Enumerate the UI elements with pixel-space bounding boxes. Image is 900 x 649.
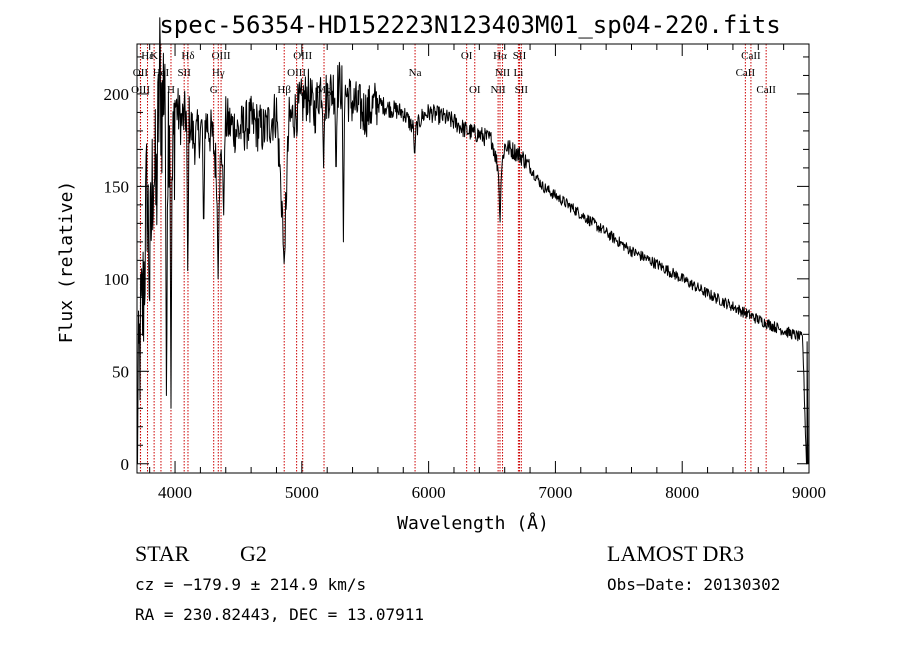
x-axis-ticks: 4000 5000 6000 7000 8000 9000 <box>149 44 826 502</box>
spectral-line-label: Hε <box>141 50 154 62</box>
x-tick-label: 8000 <box>665 483 699 502</box>
spectral-line-label: CaII <box>756 84 776 96</box>
y-tick-label: 200 <box>104 85 130 104</box>
spectral-line-label: Li <box>514 67 524 79</box>
object-class: STAR <box>135 541 190 566</box>
spectral-line-label: K <box>150 50 158 62</box>
object-subclass: G2 <box>240 541 267 566</box>
survey-name: LAMOST DR3 <box>607 541 744 566</box>
spectral-line-label: SII <box>513 50 527 62</box>
spectral-line-label: G <box>210 84 218 96</box>
spectral-line-label: CaII <box>741 50 761 62</box>
spectral-line-label: SII <box>515 84 529 96</box>
y-axis-ticks: 0 50 100 150 200 <box>104 56 809 474</box>
redshift-cz: cz = −179.9 ± 214.9 km/s <box>135 575 366 594</box>
y-tick-label: 100 <box>104 270 130 289</box>
observation-date: Obs−Date: 20130302 <box>607 575 780 594</box>
spectral-line-label: NII <box>495 67 511 79</box>
y-tick-label: 150 <box>104 177 130 196</box>
spectral-line-label: H <box>167 84 175 96</box>
x-axis-label: Wavelength (Å) <box>397 512 549 534</box>
spectral-line-label: Hδ <box>181 50 194 62</box>
x-tick-label: 6000 <box>412 483 446 502</box>
spectral-line-label: OI <box>469 84 481 96</box>
spectral-line-label: Na <box>409 67 422 79</box>
y-tick-label: 50 <box>112 362 129 381</box>
spectral-line-label: CaII <box>736 67 756 79</box>
x-tick-label: 9000 <box>792 483 826 502</box>
x-tick-label: 5000 <box>285 483 319 502</box>
spectral-line-label: NII <box>490 84 506 96</box>
spectral-line-label: OIII <box>287 67 306 79</box>
spectral-line-label: OIII <box>293 50 312 62</box>
y-axis-label: Flux (relative) <box>56 181 77 344</box>
spectral-line-markers: HδHγHβOIIOIIIHεHeIKHSIIOIIIGOIIIOIIIMgNa… <box>131 44 776 473</box>
plot-frame <box>136 43 810 474</box>
spectral-line-label: Hα <box>493 50 507 62</box>
spectral-line-label: OIII <box>131 84 150 96</box>
x-tick-label: 4000 <box>158 483 192 502</box>
plot-area <box>136 17 809 465</box>
spectral-line-label: HeI <box>153 67 170 79</box>
spectrum-series-line <box>136 17 809 465</box>
spectral-line-label: Hγ <box>212 67 225 79</box>
x-tick-label: 7000 <box>538 483 572 502</box>
spectral-line-label: Hβ <box>277 84 291 96</box>
spectral-line-label: OIII <box>212 50 231 62</box>
chart-title: spec-56354-HD152223N123403M01_sp04-220.f… <box>159 11 780 39</box>
spectral-line-label: SII <box>177 67 191 79</box>
spectral-line-label: OI <box>461 50 473 62</box>
ra-dec-coordinates: RA = 230.82443, DEC = 13.07911 <box>135 605 424 624</box>
y-tick-label: 0 <box>121 455 130 474</box>
